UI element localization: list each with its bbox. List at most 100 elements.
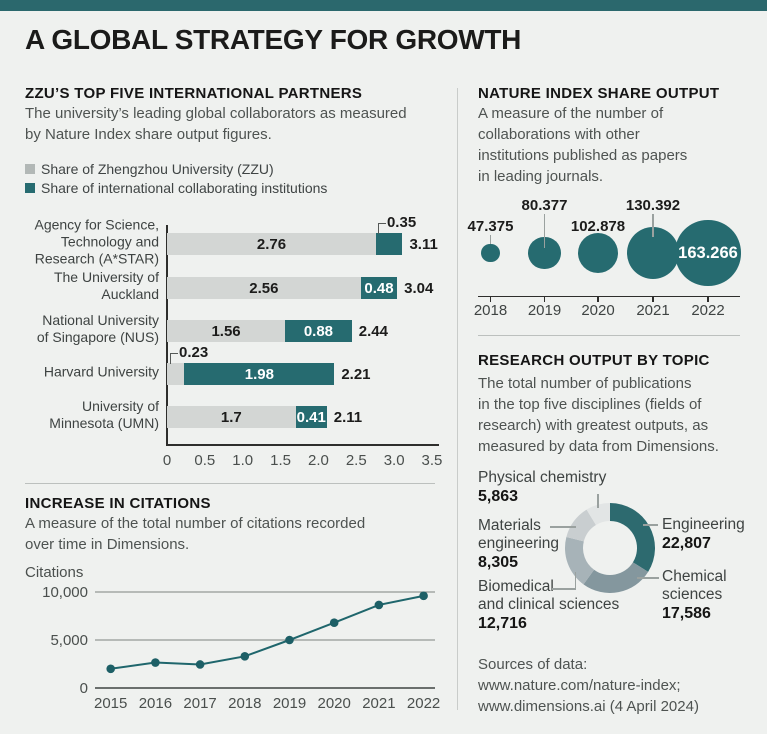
bar-row-label: Agency for Science, Technology and Researc… [34,216,159,267]
bar-row-label: University of Minnesota (UMN) [49,398,159,431]
citations-description-line: A measure of the total number of citatio… [25,515,366,532]
nature-index-description-line: institutions published as papers [478,147,688,164]
citations-description-line: over time in Dimensions. [25,536,190,553]
partners-description-line: by Nature Index share output figures. [25,126,272,143]
citations-heading: INCREASE IN CITATIONS [25,495,211,512]
divider-columns [457,88,458,710]
citations-line-chart: Citations 0 5,000 10,000 2015 2016 2017 2018 20… [25,563,440,723]
donut-slice [610,503,655,572]
bubble-axis-tick [707,296,709,302]
bar-total-value: 3.11 [409,236,438,253]
bubble-value-label: 102.878 [570,218,626,235]
bar-intl-value: 1.98 [244,366,274,383]
data-point [374,600,384,610]
bar-intl-value: 0.48 [364,280,394,297]
nature-index-description-line: collaborations with other [478,126,640,143]
donut-canvas [565,503,655,593]
bubble [481,243,500,263]
data-point [285,635,294,645]
x-tick-label: 2022 [406,695,441,712]
bar-zzu-segment [167,233,376,255]
nature-index-description-line: in leading journals. [478,168,604,185]
bar-row-label: The University of Auckland [53,269,159,302]
donut-label: Materials engineering 8,305 [478,517,560,571]
bar-y-axis [166,225,168,446]
bar-intl-value: 0.41 [296,409,326,426]
donut-label: Engineering 22,807 [662,516,745,552]
bubble-axis-tick [489,296,492,302]
bubble-value-label: 47.375 [467,218,514,235]
legend-label: Share of international collaborating ins… [41,180,328,196]
x-tick-label: 2021 [362,695,396,712]
bar-intl-segment [375,233,403,255]
nature-index-description-line: A measure of the number of [478,105,664,122]
bar-zzu-segment [167,320,286,342]
bar-intl-value: 0.35 [386,214,417,231]
bar-x-tick-label: 2.0 [307,452,329,469]
bubble-x-label: 2018 [473,302,508,319]
legend-swatch-zzu [25,164,35,174]
bar-total-value: 2.21 [341,366,371,383]
bar-x-axis [166,444,439,446]
donut-slice [586,503,610,525]
data-point [419,591,428,601]
bubble [675,220,741,286]
bubble-leader-line [652,214,654,237]
bar-x-tick-label: 0 [162,452,172,469]
nature-index-heading: NATURE INDEX SHARE OUTPUT [478,85,720,102]
citations-description: A measure of the total number of citatio… [25,513,365,555]
data-point [106,664,115,674]
sources-block: Sources of data: www.nature.com/nature-i… [478,654,699,717]
donut-leader-line [550,526,576,528]
donut-leader-line [574,572,576,589]
bar-intl-segment [295,406,327,428]
bar-total-value: 3.04 [404,280,434,297]
legend-swatch-international [25,183,35,193]
bubble-axis-tick [543,296,546,302]
data-point [329,618,339,628]
bubble-value-label: 130.392 [625,197,681,214]
donut-slice [583,562,649,593]
donut-label: Chemical sciences 17,586 [662,568,727,622]
research-heading: RESEARCH OUTPUT BY TOPIC [478,352,710,369]
partners-description-line: The university’s leading global collabor… [25,105,407,122]
bubble-leader-line [543,214,546,248]
bar-total-value: 2.11 [333,409,363,426]
bubble [577,232,619,274]
bar-intl-value: 0.88 [303,323,334,340]
sources-line: www.nature.com/nature-index; [478,677,681,694]
sources-line: Sources of data: [478,656,588,673]
x-tick-label: 2015 [94,695,128,712]
donut-label: Physical chemistry 5,863 [478,469,607,505]
page-title: A GLOBAL STRATEGY FOR GROWTH [25,24,522,55]
bar-x-tick-label: 1.5 [270,452,291,469]
nature-index-bubble-chart: 2018 47.375 2019 80.377 2020 102.878 2021 130.3… [468,195,742,321]
bar-callout-line [170,353,178,364]
sources-line: www.dimensions.ai (4 April 2024) [478,698,699,715]
partners-description: The university’s leading global collabor… [25,103,407,145]
x-tick-label: 2018 [228,695,262,712]
bar-zzu-segment [167,363,185,385]
bubble-axis-tick [597,296,599,302]
bubble-value-label: 80.377 [521,197,568,214]
y-tick-label: 5,000 [50,632,88,649]
data-point [195,660,205,669]
bubble-value-inside: 163.266 [678,244,738,262]
bar-intl-segment [360,277,398,299]
bubble-baseline [478,295,740,297]
bubble-x-label: 2019 [527,302,562,319]
donut-slice [565,536,595,585]
citations-line [110,594,424,670]
top-accent-bar [0,0,767,11]
x-tick-label: 2016 [138,695,173,712]
bubble-leader-line [489,235,492,244]
research-description: The total number of publications in the … [478,373,719,457]
donut-leader-line [552,588,576,590]
donut-slice [566,509,596,542]
donut-leader-line [637,577,659,579]
x-tick-label: 2019 [272,695,307,712]
bar-x-tick-label: 3.0 [383,452,405,469]
x-tick-label: 2017 [183,695,217,712]
bubble-x-label: 2022 [691,302,725,319]
